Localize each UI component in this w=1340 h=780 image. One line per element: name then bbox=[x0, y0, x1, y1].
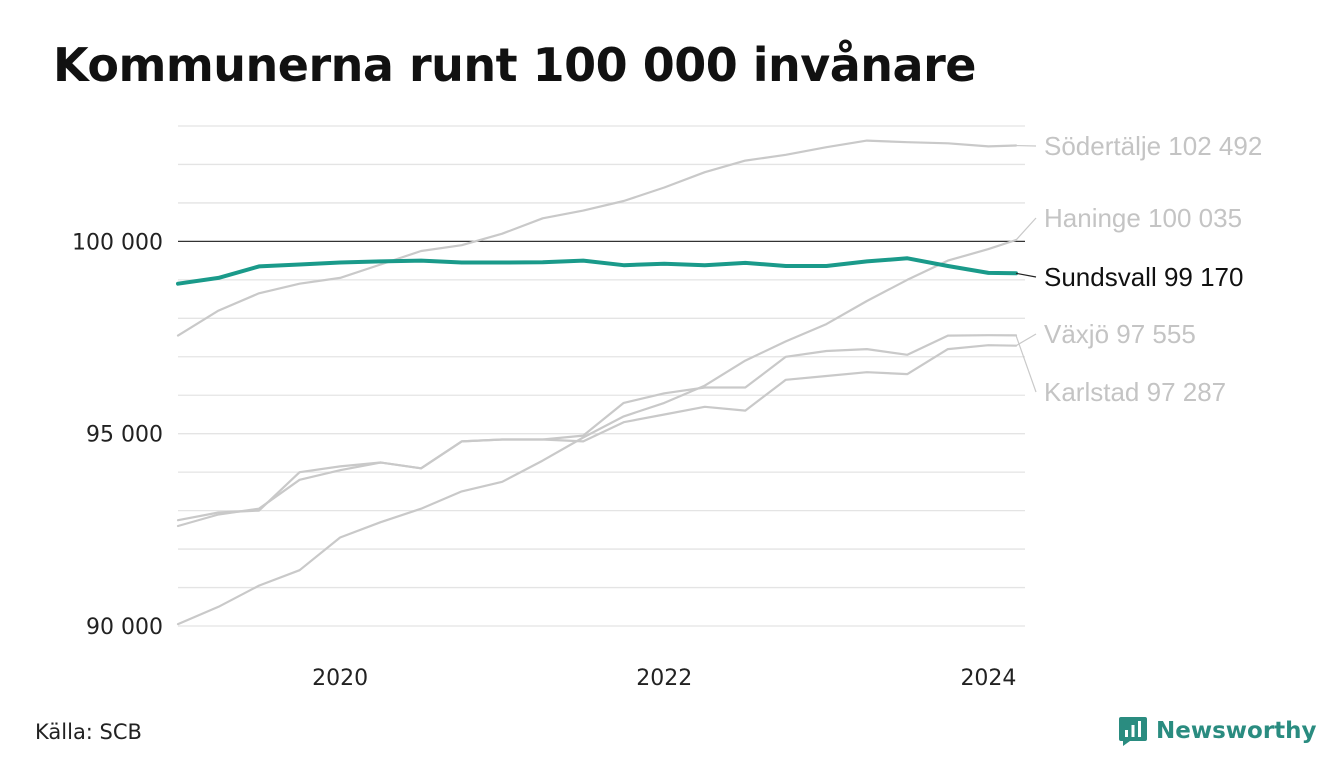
series-labels: Södertälje 102 492 Haninge 100 035 Växjö 9… bbox=[1015, 131, 1262, 407]
y-tick-label: 90 000 bbox=[86, 615, 163, 640]
grid-lines bbox=[178, 125, 1025, 627]
x-tick-label: 2022 bbox=[636, 666, 692, 691]
series-lines bbox=[176, 139, 1018, 626]
x-axis-ticks: 2020 2022 2024 bbox=[312, 666, 1016, 691]
line-chart: Södertälje 102 492 Haninge 100 035 Växjö 9… bbox=[72, 125, 1262, 691]
series-label-vxj: Växjö 97 555 bbox=[1044, 319, 1196, 349]
series-line-vxj bbox=[176, 344, 1018, 528]
series-label-sundsvall: Sundsvall 99 170 bbox=[1044, 262, 1243, 292]
series-line-sdertlje bbox=[176, 139, 1018, 337]
logo-text: Newsworthy bbox=[1156, 718, 1317, 744]
y-tick-label: 95 000 bbox=[86, 423, 163, 448]
label-leader-sundsvall bbox=[1015, 272, 1037, 278]
series-line-sundsvall bbox=[176, 256, 1018, 286]
x-tick-label: 2020 bbox=[312, 666, 368, 691]
label-leader-karlstad bbox=[1015, 335, 1037, 393]
source-note: Källa: SCB bbox=[35, 720, 142, 744]
series-label-haninge: Haninge 100 035 bbox=[1044, 203, 1242, 233]
series-line-haninge bbox=[176, 238, 1018, 626]
y-axis-ticks: 90 000 95 000 100 000 bbox=[72, 230, 163, 640]
chart-title: Kommunerna runt 100 000 invånare bbox=[53, 38, 976, 92]
series-label-sdertlje: Södertälje 102 492 bbox=[1044, 131, 1262, 161]
y-tick-label: 100 000 bbox=[72, 230, 163, 255]
newsworthy-logo: Newsworthy bbox=[1118, 715, 1317, 747]
label-leader-haninge bbox=[1015, 217, 1037, 241]
newsworthy-logo-icon bbox=[1119, 717, 1147, 746]
x-tick-label: 2024 bbox=[960, 666, 1016, 691]
series-label-karlstad: Karlstad 97 287 bbox=[1044, 377, 1226, 407]
series-line-karlstad bbox=[176, 334, 1018, 522]
